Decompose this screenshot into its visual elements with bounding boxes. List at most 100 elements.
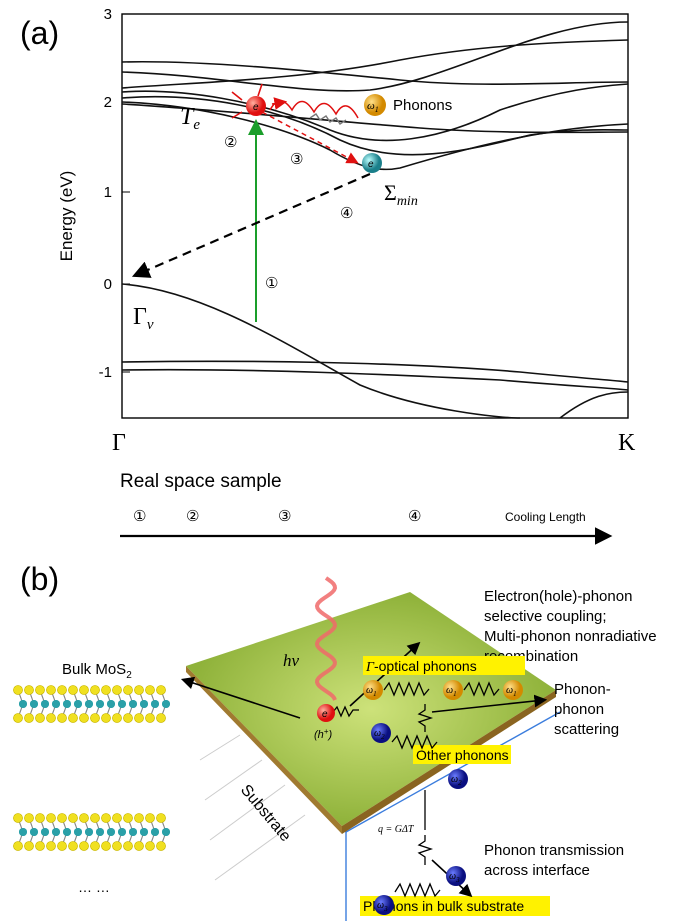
formula: q = GΔT xyxy=(378,824,415,835)
sulfur xyxy=(79,841,89,851)
real-space-title: Real space sample xyxy=(120,471,282,492)
sulfur xyxy=(68,713,78,723)
molybdenum xyxy=(74,828,82,836)
sulfur xyxy=(79,813,89,823)
sulfur xyxy=(123,841,133,851)
sulfur xyxy=(123,713,133,723)
sigma-label: Σmin xyxy=(384,180,418,209)
molybdenum xyxy=(63,828,71,836)
step: ① xyxy=(265,274,278,292)
sulfur xyxy=(79,685,89,695)
sulfur xyxy=(24,841,34,851)
omega-symbol: ω xyxy=(451,774,458,785)
sulfur xyxy=(13,813,23,823)
sulfur xyxy=(35,841,45,851)
omega-label: ω3 xyxy=(449,871,460,884)
y-tick-label: -1 xyxy=(99,364,112,381)
sulfur xyxy=(101,841,111,851)
sulfur xyxy=(101,685,111,695)
sulfur xyxy=(46,841,56,851)
sulfur xyxy=(134,841,144,851)
molybdenum xyxy=(162,828,170,836)
sulfur xyxy=(13,685,23,695)
highlight xyxy=(360,896,550,916)
sulfur xyxy=(145,813,155,823)
phonon-ball xyxy=(448,769,468,789)
molybdenum xyxy=(129,828,137,836)
phonon-ball xyxy=(503,680,523,700)
coupling-text: selective coupling; xyxy=(484,608,607,625)
highlight xyxy=(413,745,511,764)
omega-label: ω3 xyxy=(377,900,388,913)
sulfur xyxy=(90,713,100,723)
molybdenum xyxy=(129,700,137,708)
sulfur xyxy=(79,713,89,723)
sulfur xyxy=(156,713,166,723)
step: ④ xyxy=(408,507,421,525)
y-tick-label: 0 xyxy=(104,276,112,293)
molybdenum xyxy=(85,828,93,836)
sulfur xyxy=(57,713,67,723)
omega-label: ω2 xyxy=(451,774,462,787)
sulfur xyxy=(68,685,78,695)
omega-label: ω1 xyxy=(367,100,379,114)
ellipsis: … … xyxy=(78,879,110,895)
sulfur xyxy=(145,713,155,723)
sulfur xyxy=(35,685,45,695)
gamma-v-label: Γv xyxy=(133,304,154,333)
molybdenum xyxy=(96,700,104,708)
molybdenum xyxy=(151,828,159,836)
scattering-text: scattering xyxy=(554,721,619,738)
phonons-label: Phonons xyxy=(393,97,452,114)
molybdenum xyxy=(118,828,126,836)
molybdenum xyxy=(52,828,60,836)
omega-symbol: ω xyxy=(506,685,513,696)
sulfur xyxy=(13,713,23,723)
cold-electron xyxy=(362,153,382,173)
scattering-text: phonon xyxy=(554,701,604,718)
other-label: Other phonons xyxy=(416,747,509,763)
step: ① xyxy=(133,507,146,525)
molybdenum xyxy=(85,700,93,708)
y-tick-label: 1 xyxy=(104,184,112,201)
sulfur xyxy=(156,841,166,851)
sulfur xyxy=(46,813,56,823)
omega-label: ω1 xyxy=(446,685,457,698)
hot-electron xyxy=(246,96,266,116)
molybdenum xyxy=(41,700,49,708)
molybdenum xyxy=(107,700,115,708)
phonon-spring xyxy=(309,113,347,125)
sulfur xyxy=(13,841,23,851)
sulfur xyxy=(90,685,100,695)
sulfur xyxy=(112,813,122,823)
sulfur xyxy=(101,713,111,723)
sulfur xyxy=(123,685,133,695)
sulfur xyxy=(35,713,45,723)
omega-label: ω1 xyxy=(366,685,377,698)
omega-label: ω1 xyxy=(506,685,517,698)
sulfur xyxy=(123,813,133,823)
highlight xyxy=(363,656,525,675)
substrate-hatch xyxy=(199,734,306,881)
sulfur xyxy=(101,813,111,823)
coupling-text: Multi-phonon nonradiative xyxy=(484,628,657,645)
omega-symbol: ω xyxy=(446,685,453,696)
springs xyxy=(332,681,500,898)
sulfur xyxy=(134,813,144,823)
hole-label: (h+) xyxy=(314,727,332,741)
omega-sub: 1 xyxy=(373,690,377,698)
phonon-ball xyxy=(374,895,394,915)
y-tick-label: 3 xyxy=(104,6,112,23)
molybdenum xyxy=(19,700,27,708)
molybdenum xyxy=(30,828,38,836)
molybdenum xyxy=(162,700,170,708)
x-label: K xyxy=(618,430,636,456)
sulfur xyxy=(24,685,34,695)
electron-label: e xyxy=(368,159,374,170)
transmission-text: Phonon transmission xyxy=(484,842,624,859)
mos2-layers xyxy=(13,685,170,851)
arrow xyxy=(180,676,301,719)
sulfur xyxy=(134,685,144,695)
